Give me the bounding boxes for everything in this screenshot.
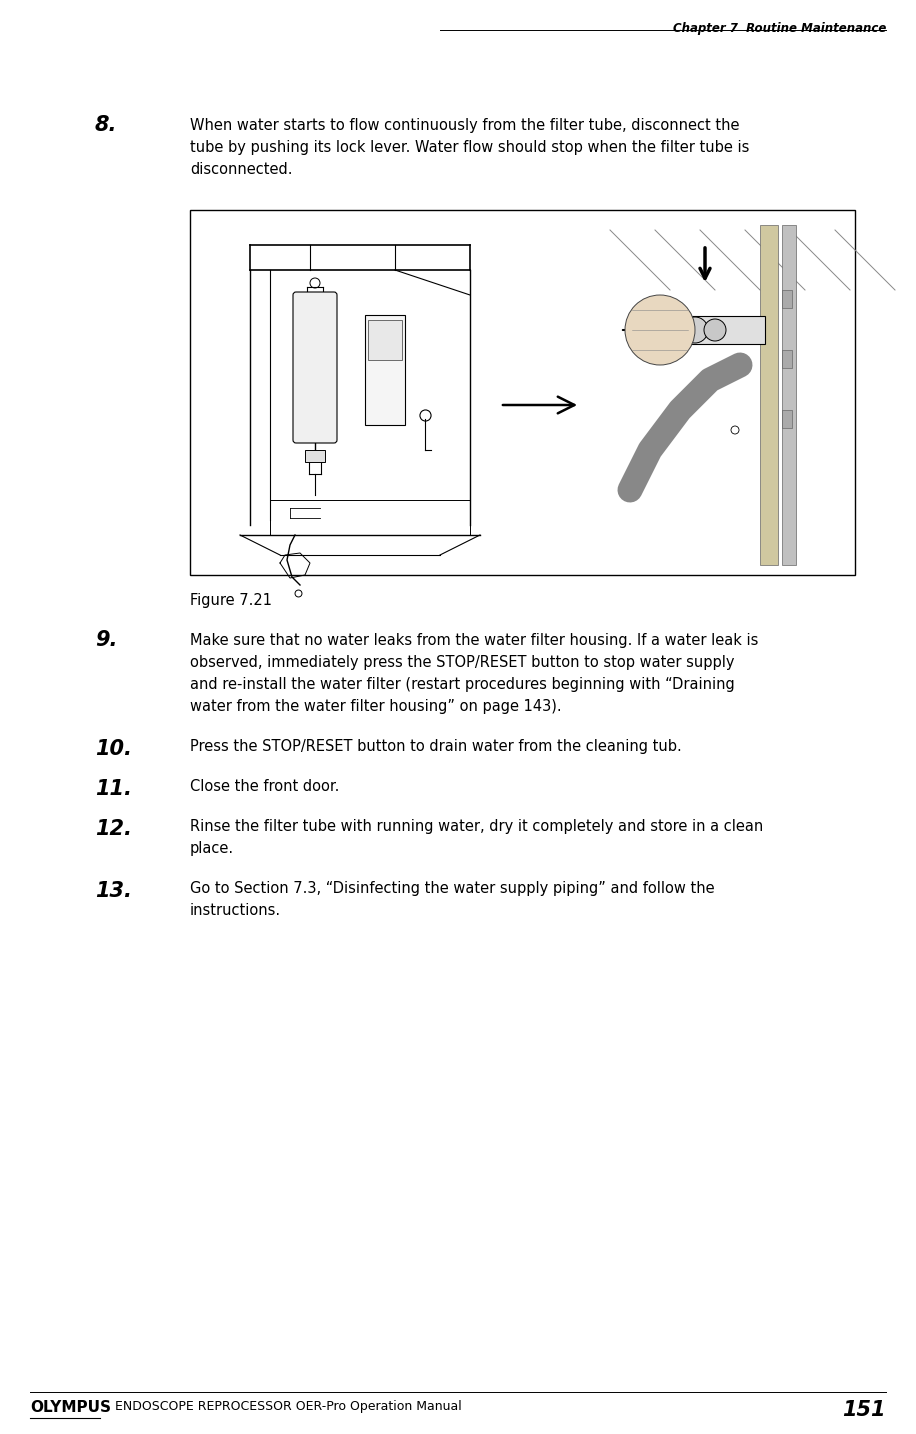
- Bar: [782, 350, 792, 369]
- Text: observed, immediately press the STOP/RESET button to stop water supply: observed, immediately press the STOP/RES…: [190, 655, 735, 670]
- Text: place.: place.: [190, 840, 234, 856]
- Text: Make sure that no water leaks from the water filter housing. If a water leak is: Make sure that no water leaks from the w…: [190, 632, 758, 648]
- Bar: [782, 410, 792, 427]
- Bar: [368, 320, 402, 360]
- Text: tube by pushing its lock lever. Water flow should stop when the filter tube is: tube by pushing its lock lever. Water fl…: [190, 141, 749, 155]
- Text: Close the front door.: Close the front door.: [190, 779, 339, 794]
- Text: 13.: 13.: [95, 880, 132, 901]
- Text: and re-install the water filter (restart procedures beginning with “Draining: and re-install the water filter (restart…: [190, 677, 735, 693]
- Text: water from the water filter housing” on page 143).: water from the water filter housing” on …: [190, 698, 562, 714]
- Text: ENDOSCOPE REPROCESSOR OER-Pro Operation Manual: ENDOSCOPE REPROCESSOR OER-Pro Operation …: [115, 1400, 462, 1412]
- Bar: [190, 209, 855, 575]
- Bar: [782, 290, 792, 308]
- Bar: [760, 225, 778, 565]
- Text: 8.: 8.: [95, 115, 117, 135]
- Text: Rinse the filter tube with running water, dry it completely and store in a clean: Rinse the filter tube with running water…: [190, 819, 763, 835]
- Text: OLYMPUS: OLYMPUS: [30, 1400, 111, 1415]
- Circle shape: [682, 317, 708, 343]
- Text: 9.: 9.: [95, 630, 117, 650]
- Text: instructions.: instructions.: [190, 903, 281, 918]
- Text: 11.: 11.: [95, 779, 132, 799]
- Text: disconnected.: disconnected.: [190, 162, 292, 176]
- Bar: [365, 315, 405, 424]
- Bar: [782, 225, 796, 565]
- Text: 12.: 12.: [95, 819, 132, 839]
- Bar: [305, 450, 325, 462]
- FancyBboxPatch shape: [293, 293, 337, 443]
- Text: Go to Section 7.3, “Disinfecting the water supply piping” and follow the: Go to Section 7.3, “Disinfecting the wat…: [190, 880, 714, 896]
- Text: Press the STOP/RESET button to drain water from the cleaning tub.: Press the STOP/RESET button to drain wat…: [190, 739, 682, 754]
- Text: When water starts to flow continuously from the filter tube, disconnect the: When water starts to flow continuously f…: [190, 118, 739, 133]
- Text: 151: 151: [843, 1400, 886, 1420]
- Ellipse shape: [625, 295, 695, 366]
- Circle shape: [704, 318, 726, 341]
- Text: Chapter 7  Routine Maintenance: Chapter 7 Routine Maintenance: [672, 22, 886, 34]
- Text: 10.: 10.: [95, 739, 132, 759]
- Bar: [680, 315, 765, 344]
- Text: Figure 7.21: Figure 7.21: [190, 594, 272, 608]
